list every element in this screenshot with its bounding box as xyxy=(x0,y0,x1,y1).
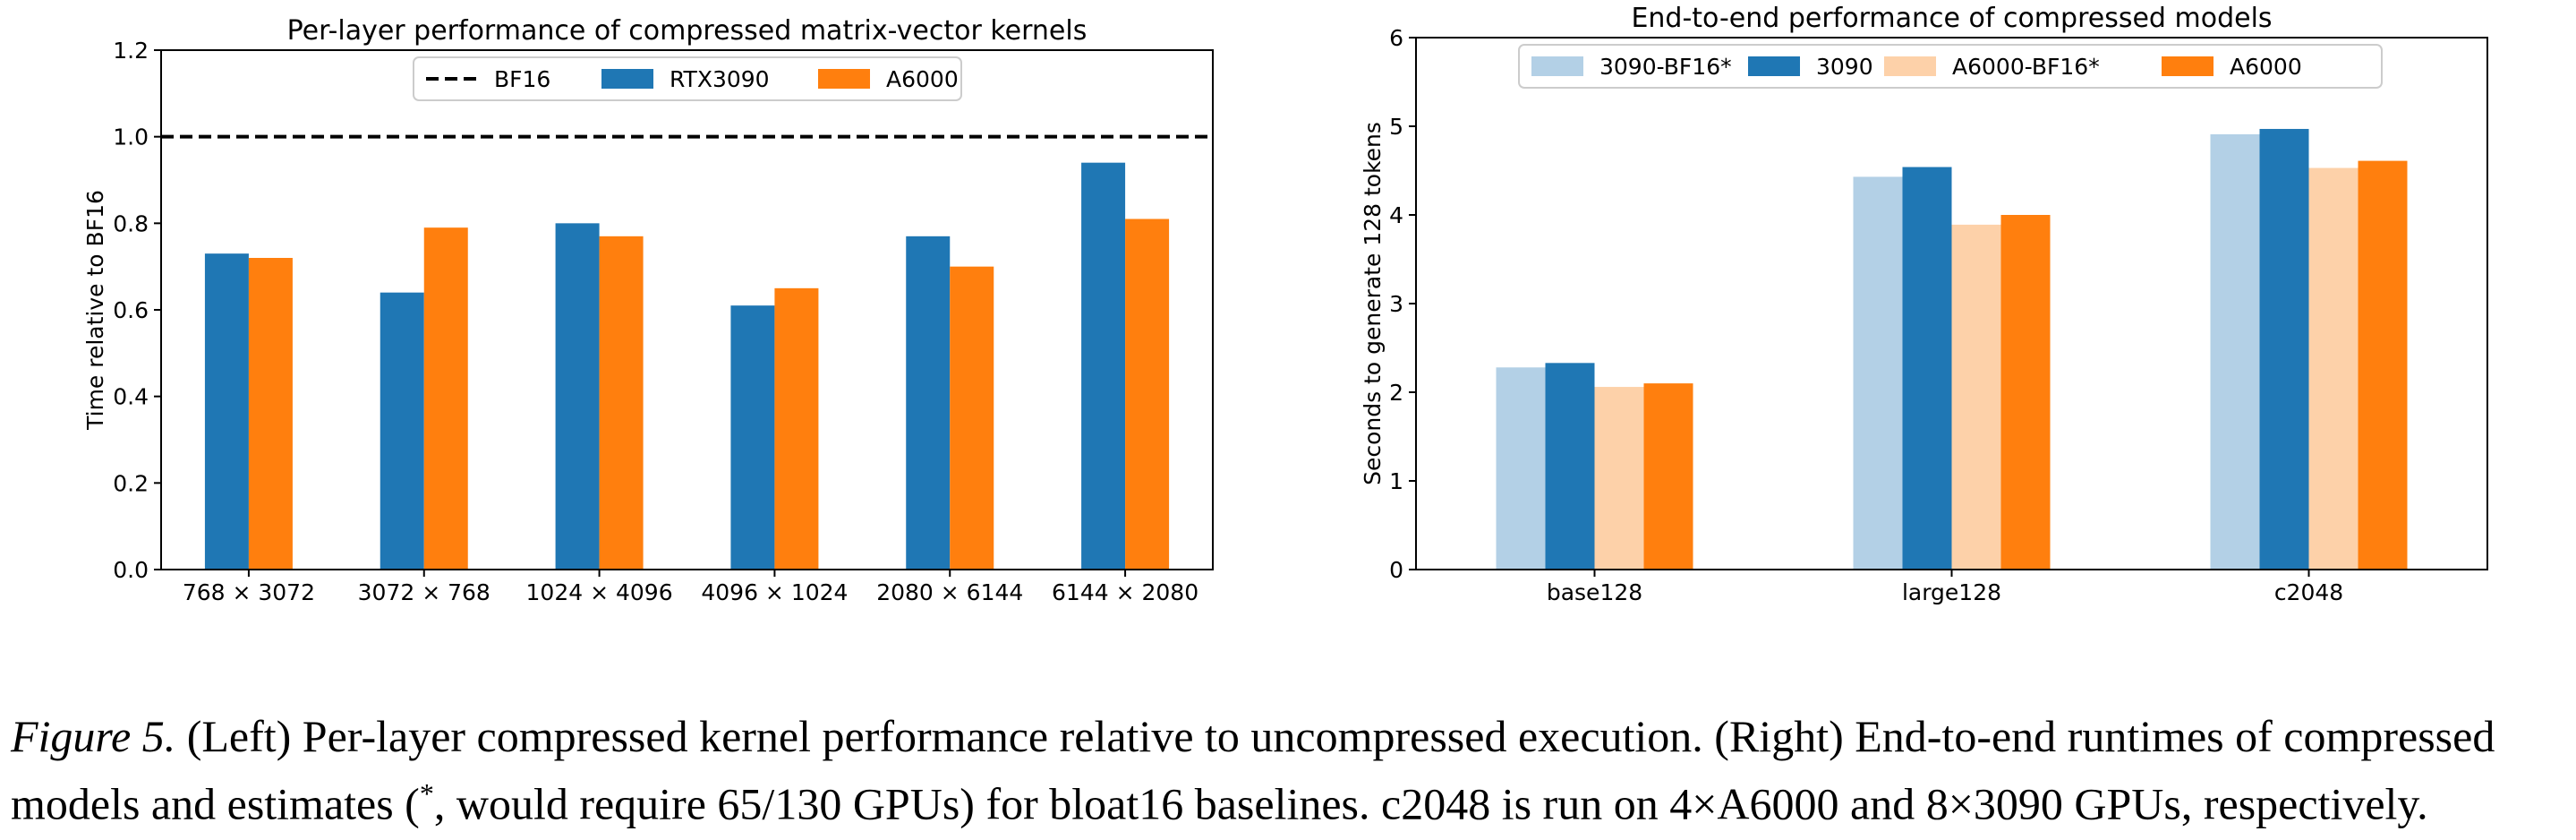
legend-swatch-rtx3090 xyxy=(601,69,653,89)
x-tick-label-6144-2080: 6144 × 2080 xyxy=(1052,579,1198,605)
y-tick-label-6: 6 xyxy=(1389,25,1403,51)
caption-label: Figure 5. xyxy=(11,711,176,761)
figure-caption: Figure 5. (Left) Per-layer compressed ke… xyxy=(11,707,2571,833)
x-tick-label-c2048: c2048 xyxy=(2274,579,2343,605)
x-tick-label-768-3072: 768 × 3072 xyxy=(183,579,315,605)
legend: BF16 RTX3090 A6000 xyxy=(413,56,962,101)
y-tick-label-0-6: 0.6 xyxy=(113,297,149,323)
x-tick-label-3072-768: 3072 × 768 xyxy=(358,579,490,605)
legend-label-3090-bf16: 3090-BF16* xyxy=(1599,54,1732,80)
y-tick-label-0-4: 0.4 xyxy=(113,384,149,410)
chart-title: End-to-end performance of compressed mod… xyxy=(1631,3,2272,34)
bar-3090-bf16-c2048 xyxy=(2210,133,2260,570)
legend-label-a6000: A6000 xyxy=(886,66,959,92)
chart-title: Per-layer performance of compressed matr… xyxy=(287,15,1088,47)
x-tick-label-base128: base128 xyxy=(1547,579,1642,605)
bar-rtx3090-1024-4096 xyxy=(555,223,600,570)
caption-star: * xyxy=(419,777,434,810)
x-tick-label-1024-4096: 1024 × 4096 xyxy=(526,579,673,605)
bar-rtx3090-3072-768 xyxy=(380,292,424,570)
y-tick-label-1-2: 1.2 xyxy=(113,38,149,64)
left-chart: 768 × 3072 3072 × 768 1024 × 4096 4096 × 10… xyxy=(82,15,1214,605)
x-tick-label-4096-1024: 4096 × 1024 xyxy=(701,579,848,605)
bar-a6000-base128 xyxy=(1643,383,1693,570)
charts-figure: 768 × 3072 3072 × 768 1024 × 4096 4096 × 10… xyxy=(82,3,2488,605)
legend-swatch-3090 xyxy=(1748,56,1800,76)
right-chart: base128 large128 c2048 0 1 2 3 4 5 6 End-to-end pe… xyxy=(1360,3,2488,605)
legend-label-a6000-bf16: A6000-BF16* xyxy=(1952,54,2100,80)
legend-label-rtx3090: RTX3090 xyxy=(670,66,770,92)
legend-label-a6000: A6000 xyxy=(2230,54,2302,80)
bar-3090-c2048 xyxy=(2259,128,2309,570)
y-tick-label-0-2: 0.2 xyxy=(113,470,149,496)
caption-text-2a: models and estimates ( xyxy=(11,778,420,829)
bar-a6000-large128 xyxy=(2000,215,2051,570)
bar-a6000-768-3072 xyxy=(248,258,293,570)
bar-rtx3090-6144-2080 xyxy=(1081,162,1126,570)
bar-a6000-6144-2080 xyxy=(1125,219,1170,570)
bar-3090-bf16-base128 xyxy=(1496,367,1546,570)
y-axis-label: Time relative to BF16 xyxy=(82,190,108,431)
bar-a6000-1024-4096 xyxy=(599,236,644,570)
y-tick-label-2: 2 xyxy=(1389,380,1403,406)
y-tick-label-3: 3 xyxy=(1389,291,1403,317)
y-tick-label-1: 1 xyxy=(1389,468,1403,494)
bar-a6000-bf16-c2048 xyxy=(2308,167,2358,570)
y-tick-label-0-8: 0.8 xyxy=(113,210,149,236)
bar-rtx3090-768-3072 xyxy=(204,253,249,570)
bar-3090-large128 xyxy=(1902,167,1952,570)
legend-label-3090: 3090 xyxy=(1816,54,1873,80)
bar-a6000-3072-768 xyxy=(423,227,468,570)
legend-swatch-a6000-bf16 xyxy=(1884,56,1936,76)
bar-3090-bf16-large128 xyxy=(1853,176,1903,570)
y-tick-label-0-0: 0.0 xyxy=(113,557,149,583)
x-tick-label-2080-6144: 2080 × 6144 xyxy=(876,579,1023,605)
y-tick-label-4: 4 xyxy=(1389,202,1403,228)
bar-a6000-c2048 xyxy=(2358,160,2408,570)
legend-swatch-3090-bf16 xyxy=(1531,56,1583,76)
bar-a6000-2080-6144 xyxy=(950,266,994,570)
legend-label-bf16: BF16 xyxy=(494,66,550,92)
bar-3090-base128 xyxy=(1545,363,1595,570)
bar-rtx3090-2080-6144 xyxy=(906,236,951,570)
y-tick-label-0: 0 xyxy=(1389,557,1403,583)
legend-swatch-a6000 xyxy=(2162,56,2213,76)
bar-a6000-bf16-large128 xyxy=(1951,224,2001,570)
bar-a6000-4096-1024 xyxy=(774,287,819,570)
caption-line-1: Figure 5. (Left) Per-layer compressed ke… xyxy=(11,707,2571,765)
bar-a6000-bf16-base128 xyxy=(1594,387,1644,570)
legend-swatch-a6000 xyxy=(818,69,870,89)
legend: 3090-BF16* 3090 A6000-BF16* A6000 xyxy=(1518,44,2383,89)
legend-box xyxy=(413,56,962,101)
caption-line-2: models and estimates (*, would require 6… xyxy=(11,765,2571,833)
caption-text-2b: , would require 65/130 GPUs) for bloat16… xyxy=(433,778,2428,829)
plot-frame xyxy=(160,49,1214,570)
y-tick-label-1-0: 1.0 xyxy=(113,124,149,150)
y-tick-label-5: 5 xyxy=(1389,114,1403,140)
x-tick-label-large128: large128 xyxy=(1902,579,2001,605)
bar-rtx3090-4096-1024 xyxy=(730,305,775,570)
legend-box xyxy=(1518,44,2383,89)
y-axis-label: Seconds to generate 128 tokens xyxy=(1360,122,1386,485)
caption-text-1: (Left) Per-layer compressed kernel perfo… xyxy=(186,711,2495,761)
